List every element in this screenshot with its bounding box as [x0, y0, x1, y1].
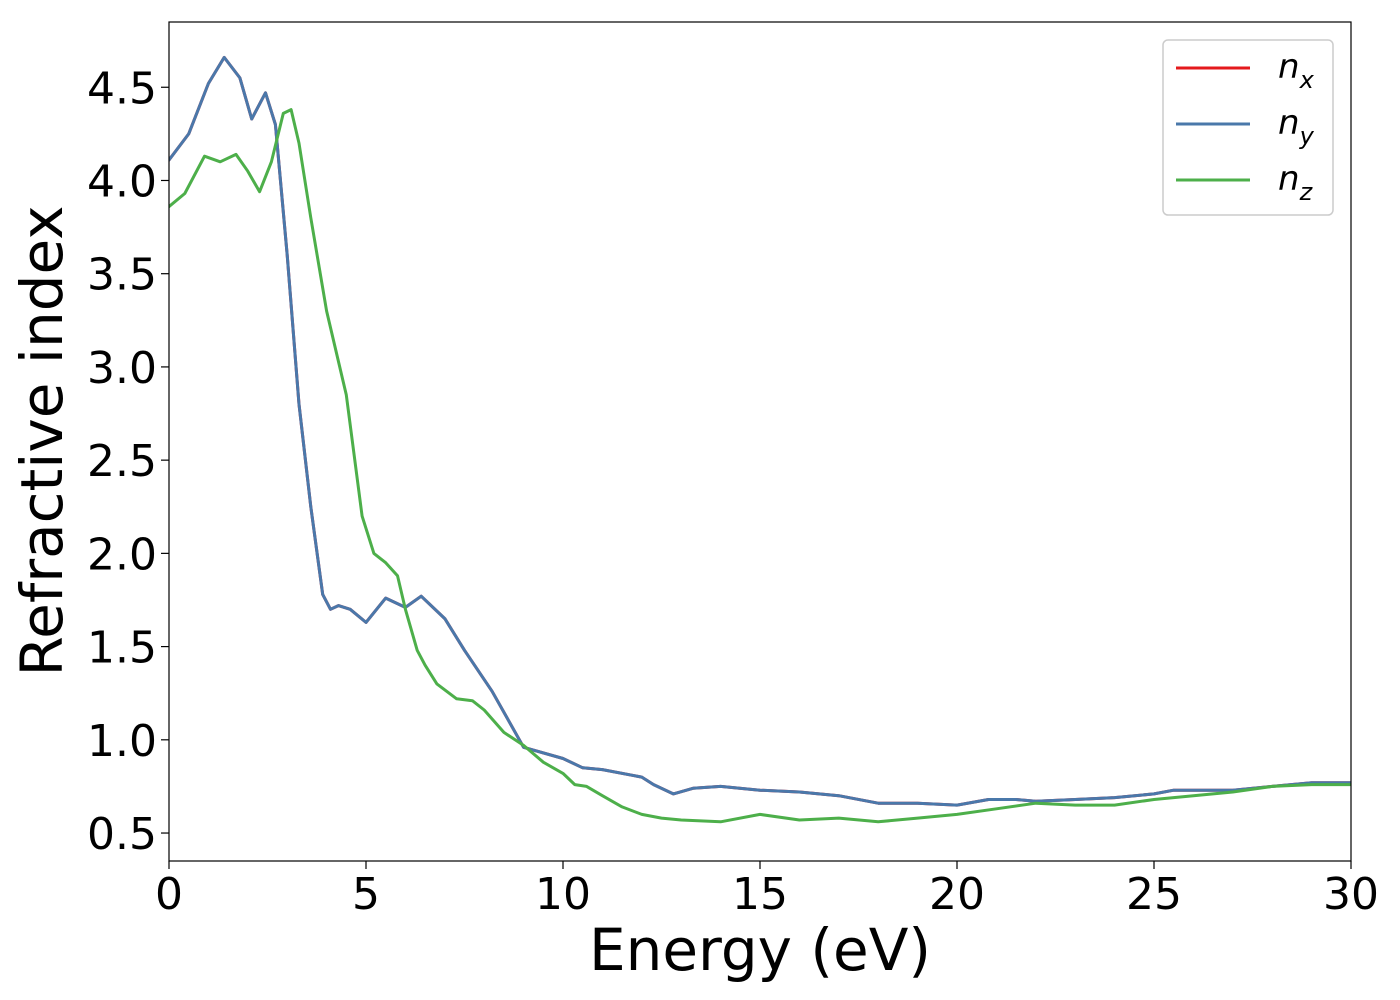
x-tick-label: 0: [155, 869, 183, 920]
y-tick-label: 2.0: [87, 529, 157, 580]
y-tick-label: 3.0: [87, 343, 157, 394]
y-tick-label: 1.0: [87, 716, 157, 767]
legend-box: [1162, 39, 1334, 216]
x-tick-label: 15: [732, 869, 788, 920]
legend-label-z: nz: [1278, 159, 1314, 206]
y-axis-title: Refractive index: [8, 205, 76, 676]
x-tick-label: 30: [1323, 869, 1379, 920]
series-line-z: [169, 108, 1351, 824]
x-tick-label: 20: [929, 869, 985, 920]
y-axis: 0.5 1.0 1.5 2.0 2.5 3.0 3.5 4.0 4.5: [87, 63, 169, 860]
x-tick-label: 10: [535, 869, 591, 920]
y-tick-label: 4.0: [87, 156, 157, 207]
legend-label-y: ny: [1278, 103, 1315, 150]
x-tick-label: 25: [1126, 869, 1182, 920]
series-layer: [169, 55, 1351, 824]
y-tick-label: 2.5: [87, 436, 157, 487]
series-line-y: [169, 55, 1351, 807]
y-tick-label: 4.5: [87, 63, 157, 114]
y-tick-label: 3.5: [87, 250, 157, 301]
legend-label-x: nx: [1278, 47, 1315, 94]
y-tick-label: 1.5: [87, 623, 157, 674]
legend: nx ny nz: [1162, 39, 1334, 216]
x-axis-title: Energy (eV): [589, 916, 931, 984]
x-tick-label: 5: [352, 869, 380, 920]
y-tick-label: 0.5: [87, 809, 157, 860]
x-axis: 0 5 10 15 20 25 30: [155, 861, 1379, 920]
